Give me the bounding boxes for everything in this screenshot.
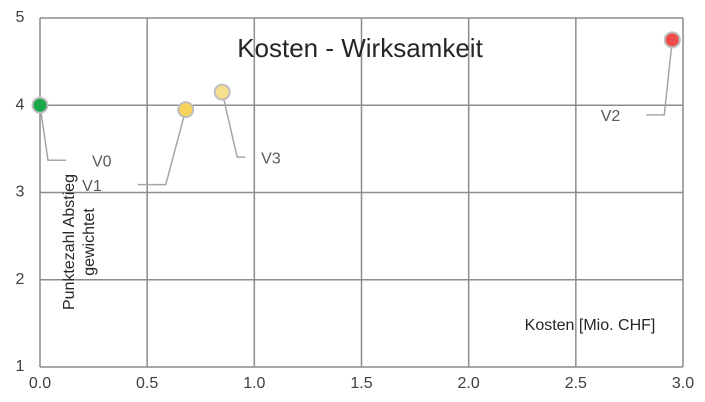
point-label: V1 bbox=[82, 178, 102, 195]
y-tick-label: 5 bbox=[16, 9, 25, 26]
point bbox=[31, 96, 49, 114]
x-tick-label: 0.5 bbox=[136, 375, 158, 392]
y-axis-label-line: gewichtet bbox=[81, 208, 98, 276]
point-label: V2 bbox=[601, 108, 621, 125]
y-axis-label: Punktezahl Abstieg gewichtet bbox=[61, 174, 98, 310]
y-tick-label: 1 bbox=[16, 358, 25, 375]
x-tick-label: 2.5 bbox=[565, 375, 587, 392]
x-tick-label: 2.0 bbox=[458, 375, 480, 392]
x-tick-label: 1.5 bbox=[350, 375, 372, 392]
point bbox=[213, 83, 231, 101]
y-axis-label-line: Punktezahl Abstieg bbox=[61, 174, 78, 310]
leader-line bbox=[39, 105, 66, 161]
leader-line bbox=[646, 39, 674, 116]
leader-line bbox=[137, 109, 187, 186]
point-label: V0 bbox=[92, 153, 112, 170]
point bbox=[663, 31, 681, 49]
x-axis-label: Kosten [Mio. CHF] bbox=[525, 317, 656, 334]
y-tick-label: 4 bbox=[16, 96, 25, 113]
point-label: V3 bbox=[261, 150, 281, 167]
y-tick-label: 2 bbox=[16, 271, 25, 288]
leader-line bbox=[221, 91, 246, 158]
y-tick-label: 3 bbox=[16, 184, 25, 201]
x-tick-label: 1.0 bbox=[243, 375, 265, 392]
point bbox=[177, 101, 195, 119]
x-tick-label: 3.0 bbox=[672, 375, 694, 392]
chart-title: Kosten - Wirksamkeit bbox=[237, 33, 483, 63]
x-tick-label: 0.0 bbox=[29, 375, 51, 392]
